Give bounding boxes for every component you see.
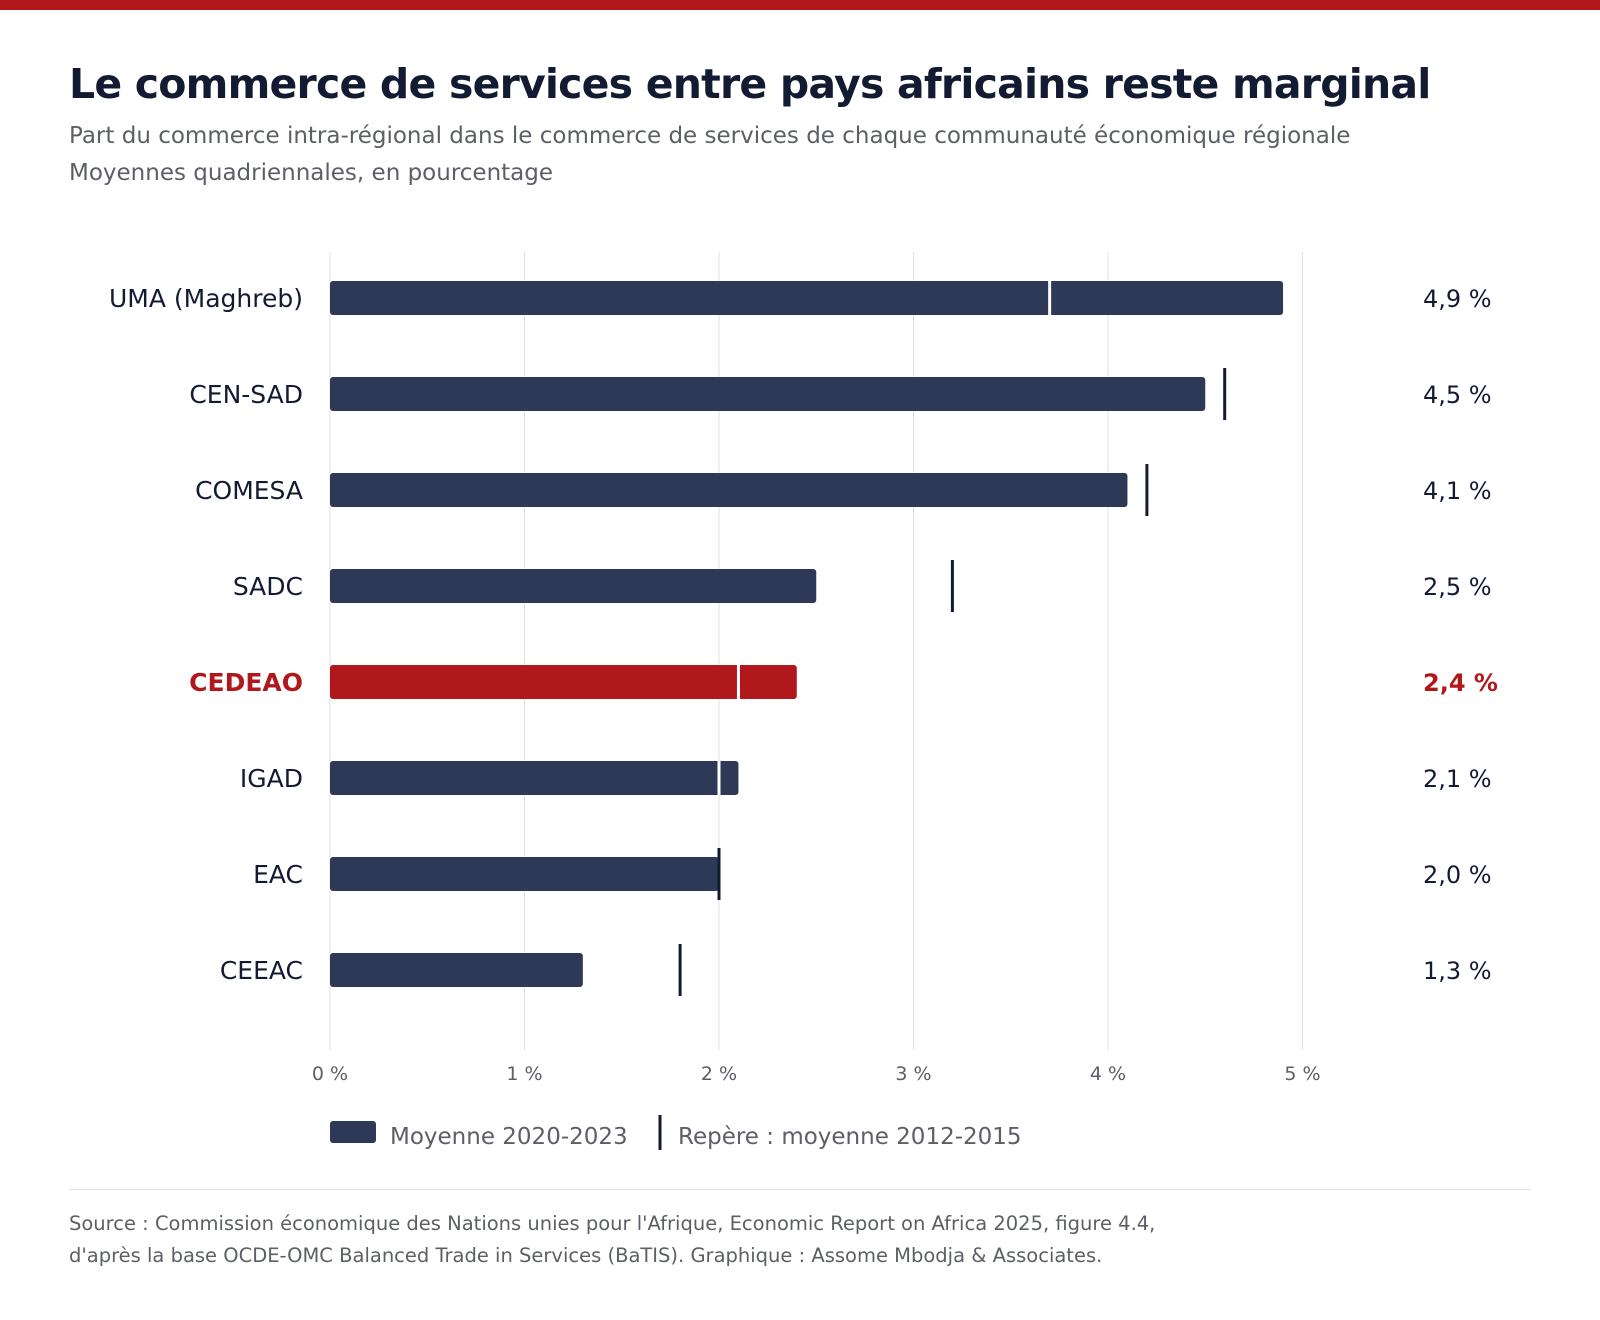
value-label: 4,9 % [1423,285,1492,313]
source-note: Source : Commission économique des Natio… [69,1212,1156,1235]
bar [330,761,739,795]
footer-divider [69,1189,1531,1190]
chart-subtitle: Part du commerce intra-régional dans le … [69,123,1351,149]
category-label: CEEAC [220,956,303,985]
category-label: CEDEAO [189,668,303,697]
bar [330,665,797,699]
category-label: CEN-SAD [189,380,303,409]
x-axis-ticks: 0 % 1 % 2 % 3 % 4 % 5 % [312,1063,1321,1085]
chart-title: Le commerce de services entre pays afric… [69,60,1431,108]
bars [330,281,1284,987]
value-label: 4,1 % [1423,477,1492,505]
category-label: EAC [253,860,303,889]
x-tick-label: 1 % [506,1063,542,1085]
value-label: 4,5 % [1423,381,1492,409]
chart-subtitle-units: Moyennes quadriennales, en pourcentage [69,160,554,186]
category-label: SADC [233,572,303,601]
x-tick-label: 2 % [701,1063,737,1085]
value-label: 2,1 % [1423,765,1492,793]
value-label: 1,3 % [1423,957,1492,985]
benchmark-markers [678,281,1227,996]
legend-label-bar: Moyenne 2020-2023 [390,1124,628,1150]
value-labels: 4,9 % 4,5 % 4,1 % 2,5 % 2,4 % 2,1 % 2,0 % 1,3 % [1423,285,1498,985]
bar [330,569,817,603]
x-tick-label: 3 % [895,1063,931,1085]
bar [330,377,1206,411]
gridlines [329,252,1303,1050]
bar [330,953,583,987]
legend-swatch-bar [330,1121,376,1143]
x-tick-label: 4 % [1090,1063,1126,1085]
bar [330,857,719,891]
value-label: 2,4 % [1423,669,1498,697]
x-tick-label: 0 % [312,1063,348,1085]
legend: Moyenne 2020-2023 Repère : moyenne 2012-2… [330,1115,1022,1150]
category-labels: UMA (Maghreb) CEN-SAD COMESA SADC CEDEAO IGAD… [109,284,303,985]
source-note-credit: d'après la base OCDE-OMC Balanced Trade … [69,1244,1103,1267]
category-label: COMESA [195,476,303,505]
bar [330,473,1128,507]
category-label: UMA (Maghreb) [109,284,303,313]
x-tick-label: 5 % [1284,1063,1320,1085]
category-label: IGAD [240,764,303,793]
value-label: 2,5 % [1423,573,1492,601]
value-label: 2,0 % [1423,861,1492,889]
bar [330,281,1284,315]
top-accent-band [0,0,1600,10]
legend-label-marker: Repère : moyenne 2012-2015 [678,1124,1022,1150]
